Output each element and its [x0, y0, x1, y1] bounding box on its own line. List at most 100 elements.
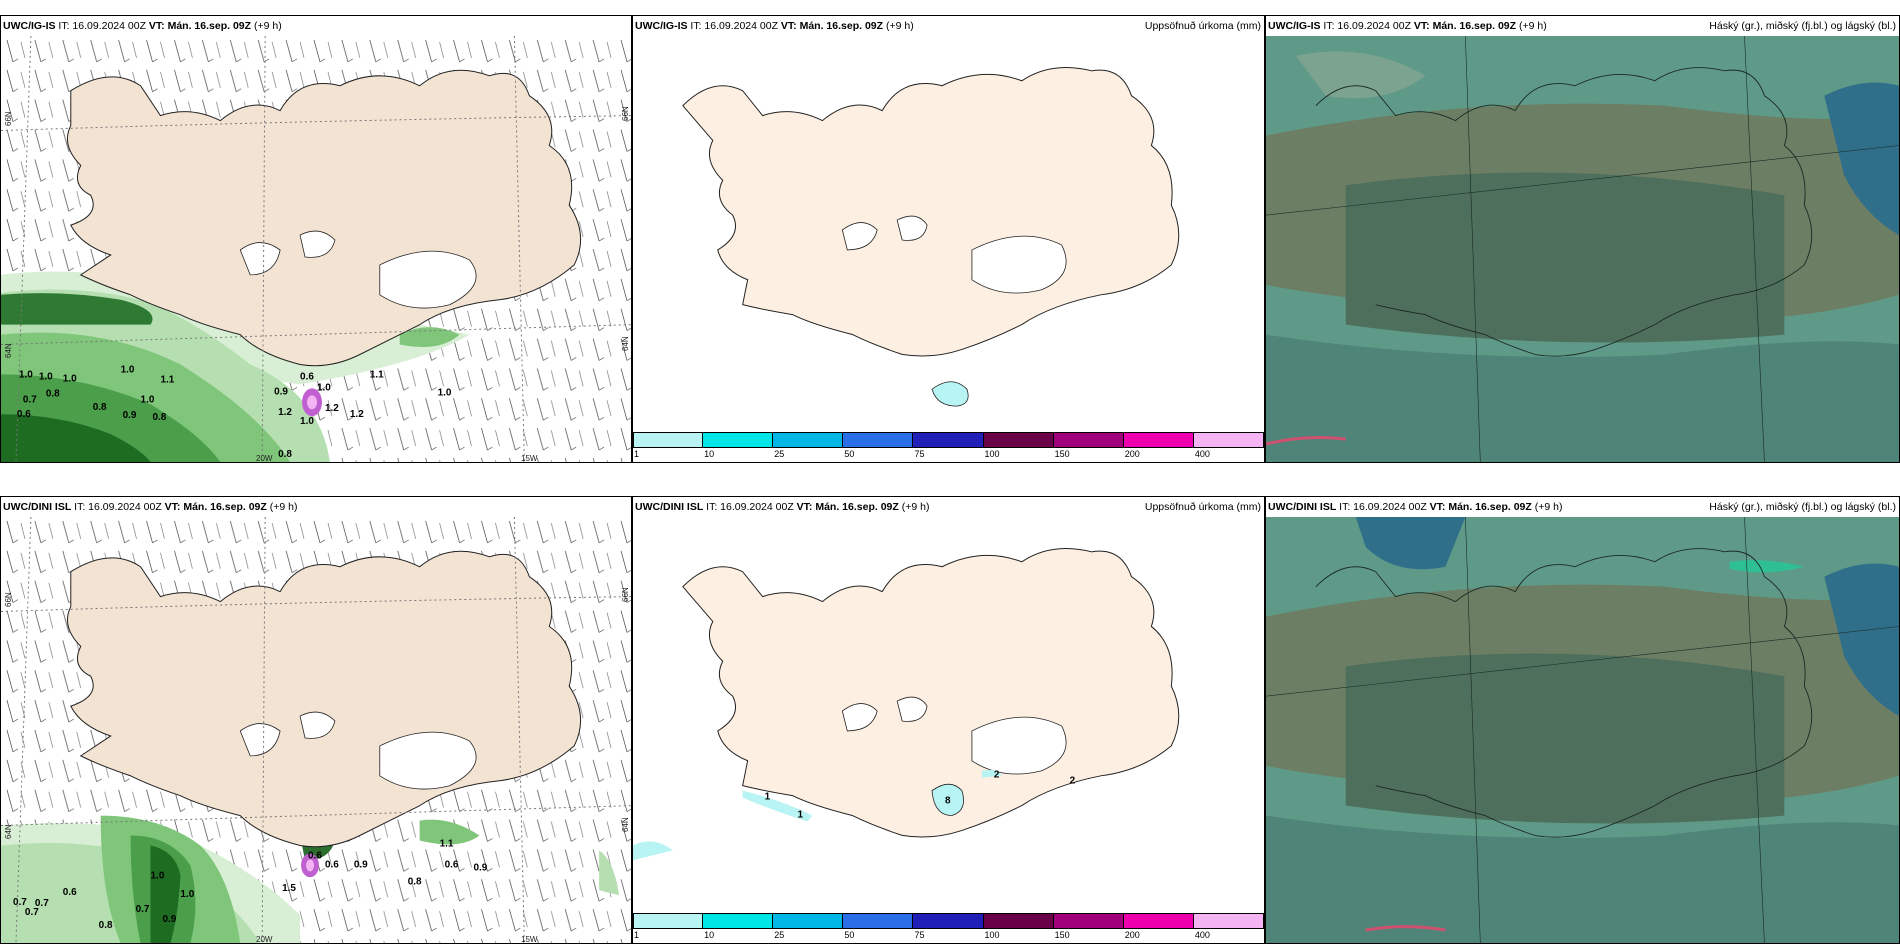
value-label: 1 [765, 792, 771, 803]
colorbar-label: 1 [634, 449, 640, 459]
value-label: 1.2 [278, 407, 292, 418]
value-label: 0.6 [445, 859, 459, 870]
lat-label-right-66: 66N [621, 106, 630, 121]
panel-header: UWC/DINI ISL IT: 16.09.2024 00Z VT: Mán.… [1268, 501, 1896, 513]
colorbar-label: 50 [844, 449, 855, 459]
value-label: 0.8 [99, 920, 113, 931]
lat-label-right-66: 66N [621, 587, 630, 602]
colorbar-swatch [703, 432, 774, 448]
colorbar-swatch [773, 432, 844, 448]
lat-label-64: 64N [4, 824, 13, 839]
panel-header: UWC/IG-IS IT: 16.09.2024 00Z VT: Mán. 16… [635, 20, 1261, 32]
panel-ig-precip: UWC/IG-IS IT: 16.09.2024 00Z VT: Mán. 16… [632, 15, 1265, 463]
cloud-map-svg [1266, 517, 1899, 943]
value-label: 0.7 [23, 394, 37, 405]
value-label: 2 [1070, 776, 1076, 787]
value-label: 1.2 [325, 403, 339, 414]
value-label: 1.1 [160, 374, 174, 385]
colorbar-label: 200 [1124, 449, 1140, 459]
value-label: 1 [797, 809, 803, 820]
value-label: 0.8 [278, 449, 292, 460]
panel-dini-wind: UWC/DINI ISL IT: 16.09.2024 00Z VT: Mán.… [0, 496, 632, 944]
value-label: 1.0 [63, 373, 77, 384]
value-label: 0.9 [123, 410, 137, 421]
value-label: 1.0 [300, 416, 314, 427]
colorbar-label: 50 [844, 930, 855, 940]
lon-label-20: 20W [256, 935, 273, 944]
value-label: 0.6 [300, 371, 314, 382]
value-label: 0.7 [35, 898, 49, 909]
colorbar-swatch [1123, 432, 1194, 448]
panel-header: UWC/DINI ISL IT: 16.09.2024 00Z VT: Mán.… [3, 501, 298, 513]
value-label: 0.6 [325, 859, 339, 870]
value-label: 1.0 [141, 394, 155, 405]
colorbar-swatch [773, 913, 844, 929]
value-label: 1.5 [282, 883, 296, 894]
value-label: 1.0 [317, 382, 331, 393]
colorbar-swatch [1053, 913, 1124, 929]
value-label: 2 [994, 770, 1000, 781]
value-label: 0.6 [308, 850, 322, 861]
cloud-map-svg [1266, 36, 1899, 462]
colorbar-label: 400 [1194, 930, 1210, 940]
panel-dini-precip: UWC/DINI ISL IT: 16.09.2024 00Z VT: Mán.… [632, 496, 1265, 944]
panel-ig-wind: UWC/IG-IS IT: 16.09.2024 00Z VT: Mán. 16… [0, 15, 632, 463]
colorbar-swatch [843, 913, 914, 929]
colorbar-swatch [913, 913, 984, 929]
wind-map-svg: 0.60.6 0.91.10.6 0.90.81.51.01.00.60.7 0.70… [1, 517, 631, 943]
colorbar-label: 100 [984, 930, 1000, 940]
value-label: 0.6 [63, 887, 77, 898]
precip-map-svg: 1 1 2 2 8 [633, 548, 1180, 861]
value-label: 1.0 [121, 364, 135, 375]
colorbar-swatch [983, 432, 1054, 448]
wind-map: 1.0 1.0 1.0 1.0 1.1 0.7 0.8 1.0 0.8 0.9 0.8 0.6 0.6 1… [1, 36, 631, 462]
colorbar-swatch [983, 913, 1054, 929]
value-label: 1.1 [370, 369, 384, 380]
colorbar-swatch [703, 913, 774, 929]
value-label: 1.0 [151, 870, 165, 881]
colorbar-swatch [1053, 432, 1124, 448]
lon-label-20: 20W [256, 454, 273, 463]
value-label: 0.8 [93, 402, 107, 413]
value-label: 1.2 [350, 409, 364, 420]
lat-label-66: 66N [4, 111, 13, 126]
colorbar-label: 10 [704, 930, 715, 940]
colorbar-label: 150 [1054, 930, 1070, 940]
wind-speed-labels: 0.60.6 0.91.10.6 0.90.81.51.01.00.60.7 0.70… [13, 838, 488, 931]
colorbar-swatch [633, 913, 704, 929]
value-label: 1.1 [440, 838, 454, 849]
colorbar-label: 75 [914, 930, 925, 940]
colorbar-label: 1 [634, 930, 640, 940]
cloud-map [1266, 36, 1899, 462]
colorbar-label: 10 [704, 449, 715, 459]
panel-header: UWC/IG-IS IT: 16.09.2024 00Z VT: Mán. 16… [3, 20, 282, 32]
precip-labels: 1 1 2 2 8 [765, 770, 1076, 821]
colorbar-swatch [633, 432, 704, 448]
lon-label-15: 15W [521, 935, 538, 944]
panel-header: UWC/IG-IS IT: 16.09.2024 00Z VT: Mán. 16… [1268, 20, 1896, 32]
panel-dini-cloud: UWC/DINI ISL IT: 16.09.2024 00Z VT: Mán.… [1265, 496, 1900, 944]
value-label: 0.9 [474, 862, 488, 873]
colorbar-label: 400 [1194, 449, 1210, 459]
colorbar-label: 25 [774, 449, 785, 459]
lat-label-right-64: 64N [621, 336, 630, 351]
wind-map: 0.6 0.6 0.9 1.1 0.6 0.9 0.8 1.5 1.0 1.0 0.6 0.7 0.7 0… [1, 517, 631, 943]
colorbar-label: 100 [984, 449, 1000, 459]
lon-label-15: 15W [521, 454, 538, 463]
value-label: 0.9 [162, 914, 176, 925]
colorbar-label: 200 [1124, 930, 1140, 940]
colorbar-swatch [1193, 432, 1264, 448]
wind-speed-labels: 1.0 1.0 1.01.01.10.70.81.00.80.9 0.80.60.61… [17, 364, 452, 460]
precip-colorbar: 1 10 25 50 75 100 150 200 400 [633, 432, 1264, 462]
value-label: 0.8 [46, 388, 60, 399]
cloud-map [1266, 517, 1899, 943]
value-label: 0.8 [408, 876, 422, 887]
value-label: 0.7 [25, 907, 39, 918]
precip-colorbar: 1 10 25 50 75 100 150 200 400 [633, 913, 1264, 943]
precip-map [633, 36, 1264, 432]
colorbar-label: 25 [774, 930, 785, 940]
value-label: 0.7 [13, 897, 27, 908]
value-label: 1.0 [39, 371, 53, 382]
precip-map: 1 1 2 2 8 [633, 517, 1264, 913]
colorbar-swatch [1123, 913, 1194, 929]
